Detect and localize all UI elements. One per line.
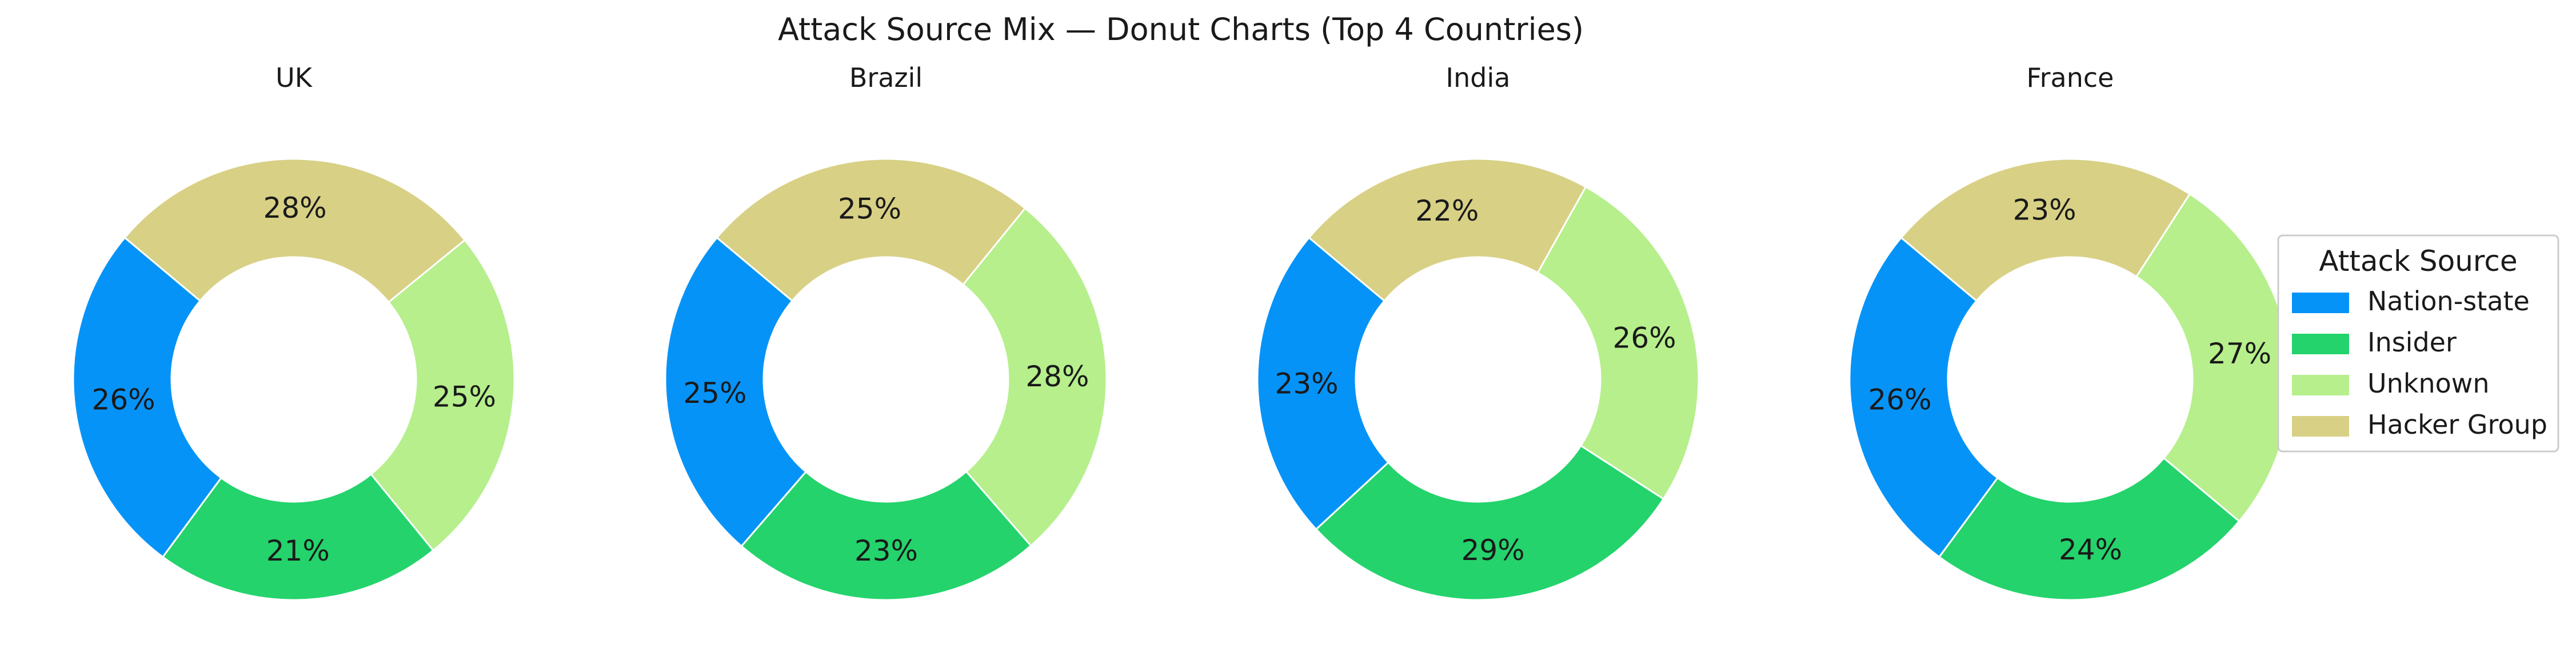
legend-item-unknown: Unknown <box>2292 368 2490 399</box>
donut-title-france: France <box>2027 62 2114 93</box>
donut-title-brazil: Brazil <box>849 62 922 93</box>
slice-uk-insider <box>161 473 435 601</box>
slice-label-france-insider: 24% <box>2059 533 2122 566</box>
slice-india-nation-state <box>1256 236 1390 531</box>
donut-brazil: Brazil 25% 23% 28% 25% <box>664 62 1108 601</box>
donut-title-uk: UK <box>275 62 313 93</box>
legend-swatch-nation-state <box>2292 293 2349 313</box>
legend-item-insider: Insider <box>2292 327 2457 358</box>
legend-items: Nation-state Insider Unknown Hacker Group <box>2292 286 2547 440</box>
slice-brazil-nation-state <box>664 236 808 547</box>
slice-france-nation-state <box>1848 236 1999 558</box>
slice-label-india-insider: 29% <box>1461 534 1525 567</box>
slice-brazil-unknown <box>961 207 1108 547</box>
slice-india-unknown <box>1536 186 1700 501</box>
legend-swatch-insider <box>2292 334 2349 354</box>
slice-label-brazil-unknown: 28% <box>1025 360 1089 393</box>
slice-uk-hacker-group <box>123 158 466 303</box>
legend-swatch-unknown <box>2292 375 2349 395</box>
slice-label-france-hacker-group: 23% <box>2013 193 2076 226</box>
slice-label-uk-nation-state: 26% <box>92 383 155 417</box>
slice-france-insider <box>1938 457 2240 601</box>
legend-label-nation-state: Nation-state <box>2367 286 2530 317</box>
legend-label-insider: Insider <box>2367 327 2457 358</box>
legend-label-hacker-group: Hacker Group <box>2367 409 2547 440</box>
slice-label-france-nation-state: 26% <box>1868 383 1932 417</box>
slice-india-hacker-group <box>1308 158 1587 302</box>
slice-label-france-unknown: 27% <box>2208 337 2271 370</box>
legend-item-hacker-group: Hacker Group <box>2292 409 2547 440</box>
donut-charts: UK 26% 21% 25% 28% Brazil 25% 23% 28% 25% India 23%… <box>72 62 2292 601</box>
donut-title-india: India <box>1446 62 1511 93</box>
slice-label-uk-hacker-group: 28% <box>263 191 327 225</box>
donut-uk: UK 26% 21% 25% 28% <box>72 62 516 601</box>
slice-brazil-insider <box>740 470 1032 601</box>
legend-item-nation-state: Nation-state <box>2292 286 2530 317</box>
donut-india: India 23% 29% 26% 22% <box>1256 62 1700 601</box>
slice-uk-unknown <box>370 238 516 552</box>
slice-label-brazil-insider: 23% <box>854 534 918 567</box>
slice-label-india-hacker-group: 22% <box>1415 194 1479 227</box>
slice-label-uk-unknown: 25% <box>433 380 496 413</box>
legend-label-unknown: Unknown <box>2367 368 2490 399</box>
slice-label-uk-insider: 21% <box>266 534 330 567</box>
slice-india-insider <box>1315 444 1665 601</box>
slice-uk-nation-state <box>72 236 223 558</box>
figure-title: Attack Source Mix — Donut Charts (Top 4 … <box>778 11 1584 47</box>
legend: Attack Source Nation-state Insider Unknown… <box>2277 234 2559 453</box>
legend-title: Attack Source <box>2319 245 2517 278</box>
legend-frame <box>2277 234 2559 453</box>
slice-label-india-unknown: 26% <box>1613 321 1676 354</box>
legend-swatch-hacker-group <box>2292 416 2349 437</box>
donut-france: France 26% 24% 27% 23% <box>1848 62 2292 601</box>
slice-label-india-nation-state: 23% <box>1275 367 1339 400</box>
slice-label-brazil-hacker-group: 25% <box>838 192 901 225</box>
slice-label-brazil-nation-state: 25% <box>683 377 746 410</box>
slice-france-hacker-group <box>1900 158 2191 302</box>
slice-brazil-hacker-group <box>716 158 1027 302</box>
